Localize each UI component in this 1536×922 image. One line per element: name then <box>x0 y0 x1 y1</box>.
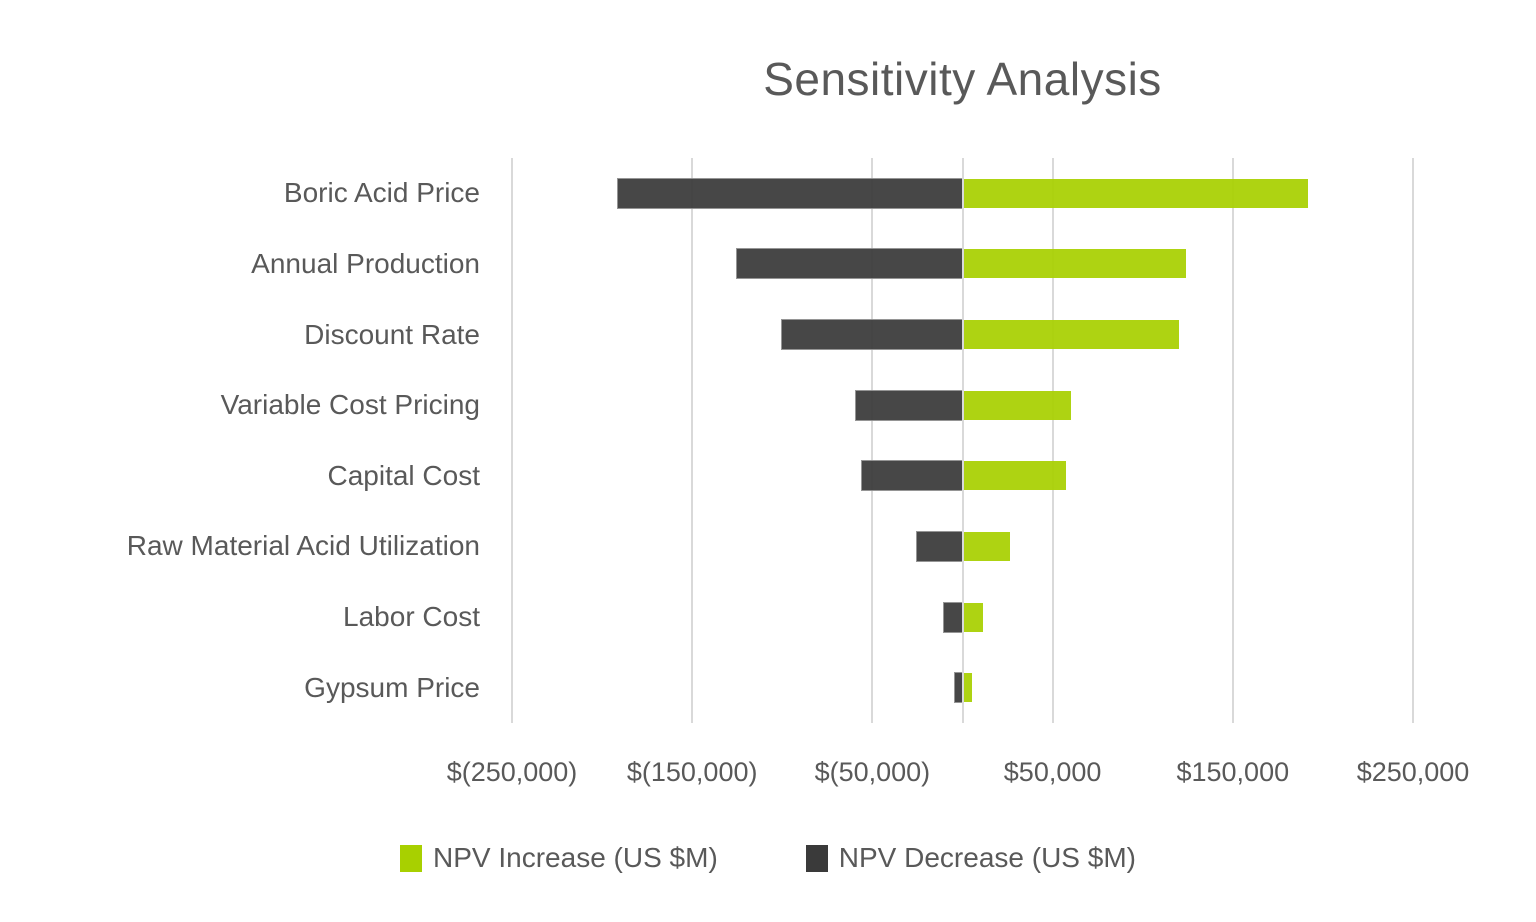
bar-npv-increase <box>962 249 1186 279</box>
chart-title: Sensitivity Analysis <box>763 53 1162 105</box>
gridline <box>1051 158 1054 723</box>
x-axis-tick-label: $150,000 <box>1176 757 1290 787</box>
category-label: Labor Cost <box>343 601 480 633</box>
legend: NPV Increase (US $M) NPV Decrease (US $M) <box>0 842 1536 874</box>
bar-npv-increase <box>962 320 1179 350</box>
category-label: Variable Cost Pricing <box>220 389 480 421</box>
legend-item: NPV Increase (US $M) <box>400 842 718 874</box>
legend-swatch-icon <box>805 844 828 872</box>
bar-npv-decrease <box>943 602 963 632</box>
category-label: Annual Production <box>251 247 480 279</box>
gridline <box>691 158 694 723</box>
x-axis-tick-label: $(250,000) <box>446 757 578 787</box>
category-label: Discount Rate <box>304 318 480 350</box>
category-label: Raw Material Acid Utilization <box>126 530 480 562</box>
bar-npv-decrease <box>856 390 963 420</box>
bar-npv-decrease <box>737 249 963 279</box>
bar-npv-increase <box>962 673 973 703</box>
legend-label: NPV Decrease (US $M) <box>838 842 1136 873</box>
bar-npv-decrease <box>916 531 963 561</box>
category-label: Gypsum Price <box>304 671 480 703</box>
bar-npv-increase <box>962 390 1071 420</box>
gridline <box>1231 158 1234 723</box>
legend-item: NPV Decrease (US $M) <box>805 842 1136 874</box>
category-label: Capital Cost <box>327 459 480 491</box>
bar-npv-decrease <box>782 320 963 350</box>
gridline <box>871 158 874 723</box>
legend-swatch-icon <box>400 844 423 872</box>
x-axis-tick-label: $250,000 <box>1356 757 1470 787</box>
bar-npv-decrease <box>861 461 963 491</box>
bar-npv-increase <box>962 178 1309 208</box>
bar-npv-decrease <box>954 673 963 703</box>
legend-label: NPV Increase (US $M) <box>433 842 718 873</box>
gridline <box>511 158 513 723</box>
x-axis-tick-label: $(50,000) <box>814 757 931 787</box>
x-axis-tick-label: $(150,000) <box>626 757 758 787</box>
gridline <box>1412 158 1414 723</box>
bar-npv-increase <box>962 602 984 632</box>
x-axis-tick-label: $50,000 <box>1003 757 1102 787</box>
bar-npv-decrease <box>618 178 963 208</box>
zero-axis-line <box>961 158 964 723</box>
bar-npv-increase <box>962 461 1067 491</box>
category-label: Boric Acid Price <box>283 177 480 209</box>
bar-npv-increase <box>962 531 1011 561</box>
